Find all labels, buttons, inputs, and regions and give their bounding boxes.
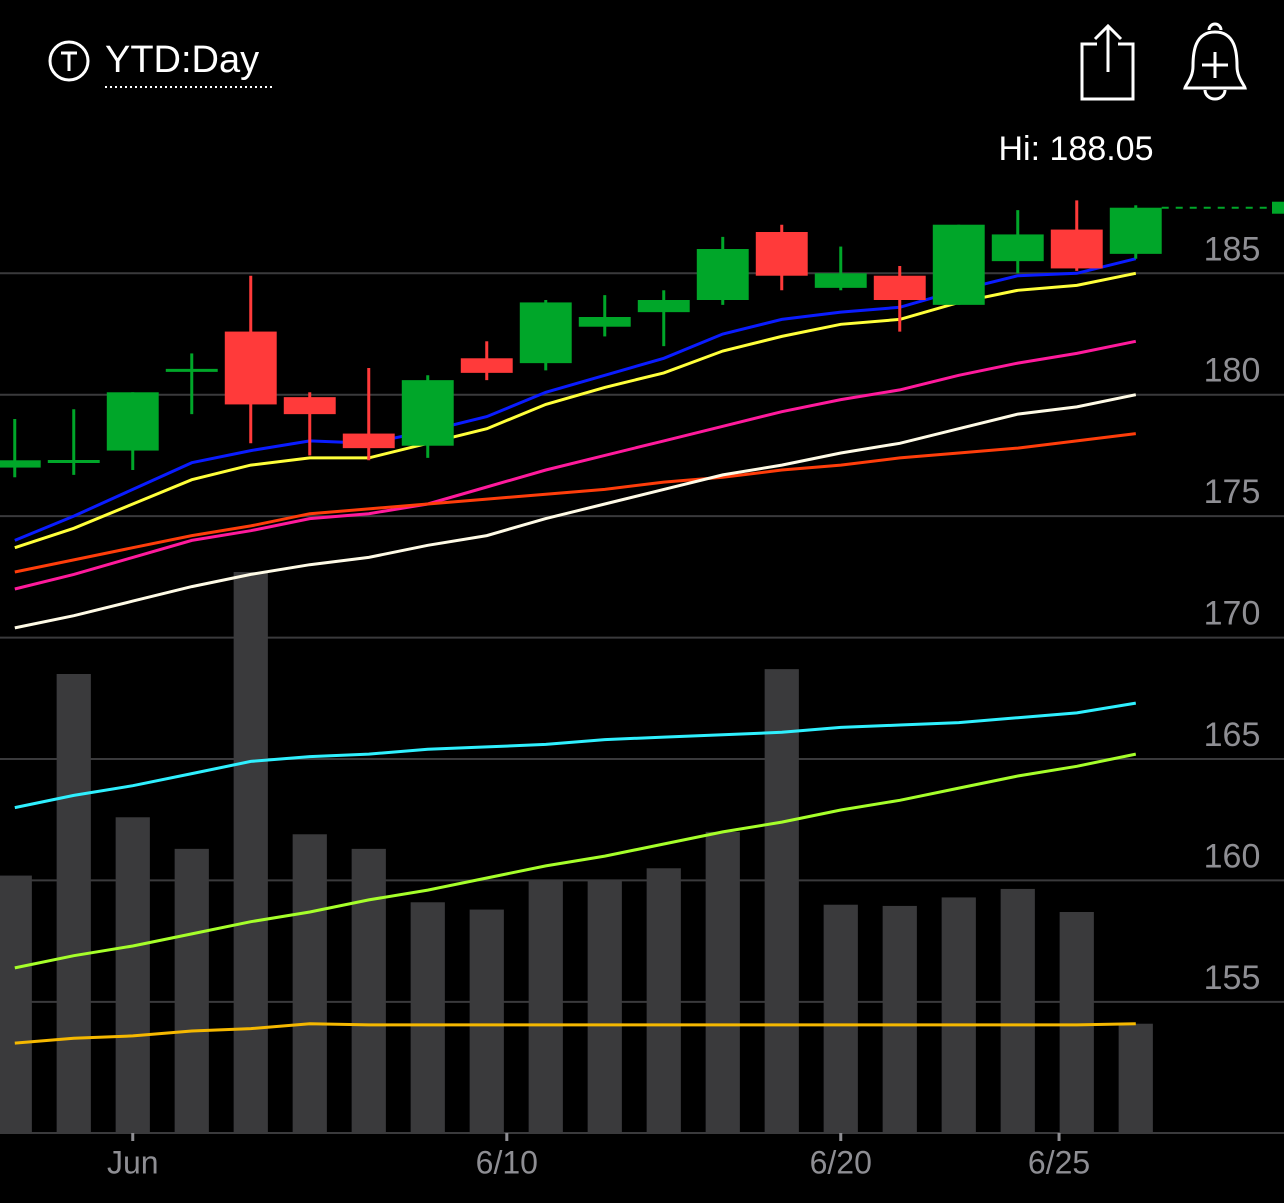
candle-body	[401, 380, 454, 446]
high-annotation: Hi: 188.05	[999, 130, 1154, 168]
y-tick-label: 160	[1204, 837, 1261, 875]
candle-body	[755, 232, 808, 276]
timeframe-label: YTD:Day	[105, 39, 259, 81]
bell-plus	[1202, 22, 1228, 101]
x-tick-label: 6/20	[810, 1144, 872, 1180]
candle-body	[578, 317, 631, 327]
volume-bar	[705, 831, 740, 1133]
volume-bar	[469, 909, 504, 1133]
candle-body	[0, 460, 41, 468]
candle	[578, 295, 631, 337]
volume-bar	[764, 669, 799, 1133]
timeframe-button[interactable]: YTD:Day	[48, 39, 274, 88]
candle-body	[932, 224, 985, 305]
x-tick-label: Jun	[107, 1144, 159, 1180]
volume-bar	[1059, 912, 1094, 1133]
candle	[342, 368, 395, 461]
volume-bar	[587, 880, 622, 1133]
share-icon	[1080, 42, 1135, 101]
candle-body	[696, 249, 749, 300]
x-tick-label: 6/10	[476, 1144, 538, 1180]
share-button[interactable]	[1080, 23, 1135, 101]
candle	[460, 341, 513, 381]
volume-bar	[0, 875, 32, 1133]
candle	[873, 266, 926, 332]
candle	[106, 392, 159, 470]
share-arrow	[1093, 23, 1123, 72]
candle	[637, 290, 690, 347]
candle-body	[814, 273, 867, 288]
volume-bar	[233, 572, 268, 1133]
x-tick-label: 6/25	[1028, 1144, 1090, 1180]
y-tick-label: 180	[1204, 352, 1261, 390]
alert-button[interactable]	[1183, 22, 1247, 101]
candle-body	[342, 433, 395, 449]
candle-body	[519, 302, 572, 364]
moving-average-line	[14, 1022, 1136, 1045]
candle	[932, 224, 985, 305]
bell-icon	[1183, 30, 1247, 90]
moving-average-line	[14, 339, 1137, 591]
candle-body	[224, 331, 277, 405]
volume-bar	[1118, 1023, 1153, 1133]
candle	[696, 236, 749, 305]
volume-bar	[528, 880, 563, 1133]
candle-body	[460, 358, 513, 373]
y-tick-label: 155	[1204, 959, 1261, 997]
timeframe-icon	[48, 40, 90, 82]
candle-body	[637, 300, 690, 313]
candle	[401, 375, 454, 458]
volume-bar	[823, 904, 858, 1133]
candle	[814, 246, 867, 291]
candle-body	[873, 275, 926, 300]
candle	[991, 210, 1044, 274]
volume-bar	[292, 834, 327, 1133]
candle-body	[283, 397, 336, 415]
y-tick-label: 185	[1204, 230, 1261, 268]
volume-bar	[351, 848, 386, 1133]
candle	[519, 300, 572, 371]
moving-average-line	[14, 271, 1137, 550]
volume-bar	[882, 905, 917, 1133]
candle-body	[991, 234, 1044, 262]
candle-body	[106, 392, 159, 451]
volume-bar	[941, 897, 976, 1133]
candle	[283, 392, 336, 456]
candle	[1050, 200, 1103, 271]
volume-bar	[1000, 888, 1035, 1133]
moving-average-line	[14, 432, 1136, 574]
candle	[224, 275, 277, 444]
candle	[47, 409, 100, 475]
candle	[0, 419, 41, 478]
volume-bar	[174, 848, 209, 1133]
y-tick-label: 165	[1204, 716, 1261, 754]
last-price-marker	[1272, 201, 1284, 214]
volume-bar	[56, 674, 91, 1133]
y-tick-label: 175	[1204, 473, 1261, 511]
moving-average-line	[14, 393, 1137, 630]
volume-bar	[646, 868, 681, 1133]
candle	[1109, 205, 1162, 259]
moving-average-line	[14, 752, 1137, 970]
volume-bar	[410, 902, 445, 1133]
volume-bar	[115, 817, 150, 1133]
moving-average-line	[14, 701, 1137, 810]
candle	[165, 353, 218, 415]
candle-body	[1050, 229, 1103, 269]
y-tick-label: 170	[1204, 595, 1261, 633]
candle-body	[1109, 207, 1162, 254]
candle	[755, 224, 808, 291]
timeframe-icon-glyph	[61, 51, 77, 71]
